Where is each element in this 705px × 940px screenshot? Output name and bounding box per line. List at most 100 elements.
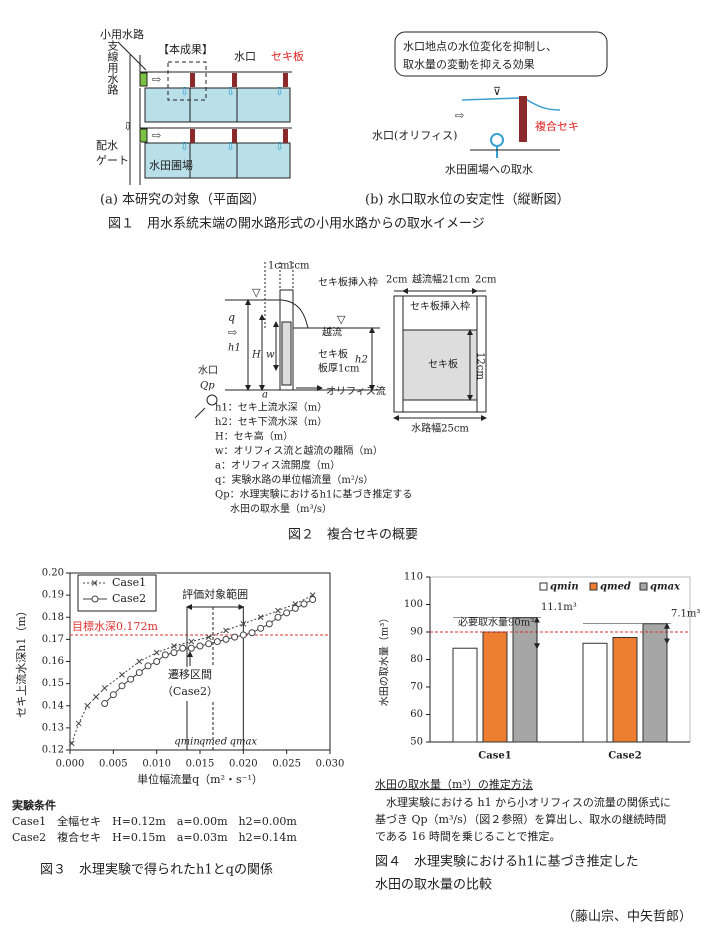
svg-text:⇩: ⇩ bbox=[275, 140, 284, 153]
bar bbox=[452, 647, 478, 743]
svg-text:⇨: ⇨ bbox=[455, 109, 464, 122]
text: 基づき Qp（m³/s）（図２参照）を算出し、取水の継続時間 bbox=[375, 812, 666, 826]
svg-text:⇩: ⇩ bbox=[275, 85, 284, 98]
bar bbox=[512, 617, 538, 743]
svg-text:⇩: ⇩ bbox=[180, 140, 189, 153]
annotation: （Case2） bbox=[162, 685, 218, 698]
legend-swatch bbox=[589, 582, 598, 591]
label: ゲート bbox=[96, 154, 129, 167]
point bbox=[118, 682, 126, 690]
point bbox=[84, 702, 91, 709]
figure2: ▽ ▽ 1cm 1cm セキ板挿入枠 q ⇨ h1 H w 水口 Qp 越流 セキ… bbox=[194, 261, 497, 543]
text: である 16 時間を乗じることで推定。 bbox=[375, 829, 561, 843]
figure-caption: 図１ 用水系統末端の開水路形式の小用水路からの取水イメージ bbox=[108, 216, 485, 232]
point bbox=[222, 635, 230, 643]
label: 水田圃場への取水 bbox=[445, 163, 533, 176]
legend-box bbox=[77, 574, 157, 612]
point bbox=[188, 638, 195, 645]
label: 2cm bbox=[475, 275, 497, 286]
label: 【本成果】 bbox=[158, 42, 213, 56]
label: 板厚1cm bbox=[318, 362, 360, 375]
figure1-a: ⇨ ⇨ ⇩ ⇩ ⇩ ⇩ ⇩ ⇩ ⇩ 小用水路 【本成果】 水口 セキ板 支線用水路 配水 ゲ… bbox=[96, 28, 304, 208]
legend-label: Case2 bbox=[112, 592, 146, 605]
point bbox=[153, 649, 160, 656]
annotation: 7.1m³ bbox=[671, 608, 700, 619]
svg-text:▽: ▽ bbox=[252, 286, 261, 299]
svg-text:⇩: ⇩ bbox=[226, 85, 235, 98]
range-tick-label: qmin bbox=[174, 737, 200, 748]
label: 1cm bbox=[288, 261, 310, 272]
label: 配水 bbox=[96, 139, 118, 152]
label: 水口(オリフィス) bbox=[372, 129, 457, 142]
legend-item: H：セキ高（m） bbox=[215, 430, 293, 443]
svg-text:⇨: ⇨ bbox=[228, 326, 237, 339]
point bbox=[127, 675, 135, 683]
y-axis-label: セキ上流水深h1（m） bbox=[14, 605, 28, 718]
point bbox=[119, 671, 125, 678]
author: （藤山宗、中矢哲郎） bbox=[562, 909, 692, 925]
label: 水田の取水量（m³）の推定方法 bbox=[375, 777, 533, 791]
x-tick-label: 0.015 bbox=[186, 759, 215, 770]
y-tick-label: 80 bbox=[410, 654, 423, 665]
label: H bbox=[251, 350, 261, 361]
legend-marker bbox=[91, 580, 98, 586]
range-label: 評価対象範囲 bbox=[182, 587, 248, 601]
legend-label: qmax bbox=[650, 582, 681, 593]
y-tick-label: 60 bbox=[410, 709, 423, 720]
x-tick-label: 0.000 bbox=[56, 759, 85, 770]
point bbox=[101, 700, 109, 708]
figure-caption: 図２ 複合セキの概要 bbox=[288, 527, 418, 543]
point bbox=[248, 629, 256, 637]
legend-swatch bbox=[539, 582, 548, 591]
legend-label: qmed bbox=[600, 582, 631, 593]
legend-label: qmin bbox=[550, 582, 579, 593]
label: h1 bbox=[228, 343, 241, 354]
label: 水口地点の水位変化を抑制し、 bbox=[403, 39, 557, 53]
y-tick-label: 0.13 bbox=[42, 722, 64, 733]
y-axis-label: 水田の取水量（m³） bbox=[379, 613, 391, 707]
point bbox=[240, 621, 247, 627]
label: セキ板挿入枠 bbox=[410, 300, 470, 313]
label: q bbox=[228, 311, 235, 324]
label: Qp bbox=[200, 381, 215, 392]
legend-item: 水田の取水量（m³/s） bbox=[230, 503, 332, 515]
y-tick-label: 0.20 bbox=[42, 568, 64, 579]
label: セキ板挿入枠 bbox=[318, 276, 378, 289]
figure-caption: 図４ 水理実験におけるh1に基づき推定した bbox=[375, 854, 639, 870]
point bbox=[153, 658, 161, 665]
svg-text:⇩: ⇩ bbox=[180, 85, 189, 98]
bar bbox=[612, 637, 638, 743]
bar bbox=[642, 623, 668, 743]
point bbox=[205, 634, 212, 641]
point bbox=[144, 662, 152, 670]
bar bbox=[482, 631, 508, 743]
label: セキ板 bbox=[271, 49, 304, 63]
point bbox=[283, 609, 291, 617]
caption: (b) 水口取水位の安定性（縦断図） bbox=[365, 193, 570, 208]
y-tick-label: 0.12 bbox=[42, 745, 64, 756]
point bbox=[196, 642, 204, 650]
legend-item: h1：セキ上流水深（m） bbox=[215, 401, 327, 414]
legend-item: Qp：水理実験におけるh1に基づき推定する bbox=[215, 488, 412, 501]
x-tick-label: 0.005 bbox=[99, 759, 128, 770]
text: Case2 複合セキ H=0.15m a=0.03m h2=0.14m bbox=[12, 830, 297, 844]
y-tick-label: 0.15 bbox=[42, 678, 64, 689]
point bbox=[239, 631, 247, 639]
y-tick-label: 0.17 bbox=[42, 634, 64, 645]
point bbox=[93, 694, 99, 700]
svg-text:⇨: ⇨ bbox=[152, 129, 161, 142]
point bbox=[68, 740, 75, 747]
x-tick-label: 0.010 bbox=[142, 759, 171, 770]
series-line bbox=[71, 594, 313, 744]
point bbox=[136, 658, 143, 665]
y-tick-label: 0.19 bbox=[42, 590, 64, 601]
point bbox=[109, 691, 117, 699]
point bbox=[275, 607, 281, 614]
figure1-b: 水口地点の水位変化を抑制し、 取水量の変動を抑える効果 ⊽ ⇨ 水口(オリフィス… bbox=[365, 31, 608, 208]
label: オリフィス流 bbox=[326, 385, 386, 398]
x-tick-label: 0.020 bbox=[229, 759, 258, 770]
y-tick-label: 0.18 bbox=[42, 612, 64, 623]
figure-caption: 水田の取水量の比較 bbox=[375, 878, 492, 893]
svg-text:⇨: ⇨ bbox=[152, 73, 161, 86]
